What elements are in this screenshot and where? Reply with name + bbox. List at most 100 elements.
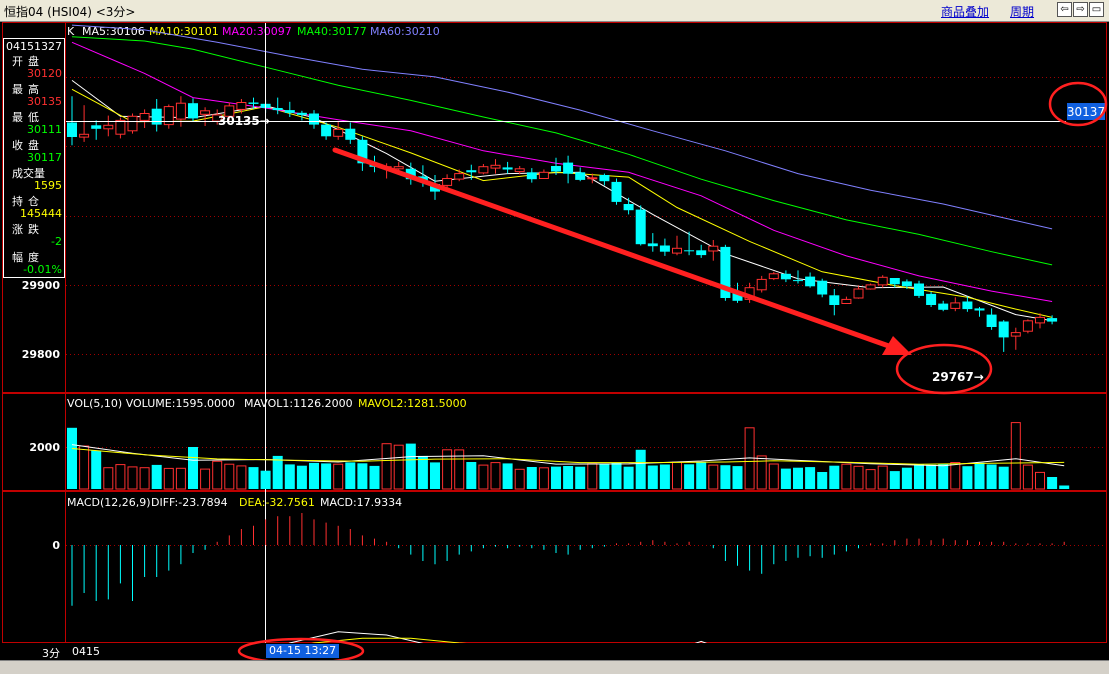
volume-bar <box>333 463 344 490</box>
candle-body-down <box>91 125 102 129</box>
candle <box>853 286 864 299</box>
candle <box>188 98 198 122</box>
volume-line-mavol1 <box>71 444 1065 467</box>
low-marker-label: 29767→ <box>932 370 984 384</box>
ma-line-ma20 <box>71 41 1053 302</box>
close-value: 30117 <box>27 151 62 164</box>
candle-body-up <box>950 302 961 309</box>
candle <box>720 244 731 301</box>
volume-bar <box>200 468 211 490</box>
volume-bar <box>659 464 670 489</box>
candle <box>926 291 937 307</box>
candle-body-down <box>188 103 198 119</box>
volume-bar <box>345 462 356 489</box>
candle-body-down <box>659 245 670 252</box>
price-tag-ellipse <box>1048 81 1108 127</box>
candle-body-up <box>333 128 344 137</box>
candle <box>938 300 949 312</box>
candle <box>127 113 138 134</box>
candle-body-down <box>599 175 610 182</box>
candle <box>672 235 682 256</box>
volume-bar <box>889 471 900 489</box>
candle <box>514 166 525 175</box>
candle <box>200 107 211 126</box>
candle-body-down <box>502 167 513 170</box>
volume-bar <box>877 465 888 490</box>
volume-bar <box>817 472 828 489</box>
right-arrow-button[interactable]: ⇨ <box>1073 2 1088 17</box>
candle-body-up <box>115 119 126 135</box>
candle <box>115 117 126 139</box>
volume-bar <box>865 469 876 490</box>
candle-body-down <box>780 273 791 280</box>
volume-bar <box>393 444 404 490</box>
volume-bar <box>1022 464 1033 490</box>
candle-body-down <box>986 314 997 327</box>
volume-bar <box>575 466 586 489</box>
volume-bar <box>248 467 259 489</box>
legend-vol: VOL(5,10) VOLUME:1595.0000 <box>67 397 235 410</box>
chart-canvas[interactable]: 29900 29800 2000 0 K MA5:30106 MA10:3010… <box>0 21 1109 660</box>
candle-body-down <box>926 293 937 305</box>
high-value: 30135 <box>27 95 62 108</box>
volume-bar <box>732 466 743 489</box>
legend-k: K <box>67 25 75 38</box>
candle-body-up <box>454 173 465 180</box>
volume-bar <box>163 467 174 490</box>
candle-body-down <box>405 168 416 180</box>
candle <box>780 270 791 283</box>
period-link[interactable]: 周期 <box>1010 5 1035 19</box>
volume-bar <box>563 466 574 489</box>
volume-bar <box>635 449 646 489</box>
title-bar: 恒指04 (HSI04) <3分> 商品叠加 周期 ⇦ ⇨ ▭ <box>0 0 1109 22</box>
candle-body-up <box>224 105 235 117</box>
ytick-vol-2000: 2000 <box>29 441 60 454</box>
volume-bar <box>720 465 731 489</box>
candle <box>526 168 537 183</box>
volume-bar <box>381 443 392 490</box>
product-overlay-link[interactable]: 商品叠加 <box>941 5 990 19</box>
volume-value: 1595 <box>34 179 62 192</box>
candle-body-up <box>1035 316 1045 324</box>
restore-button[interactable]: ▭ <box>1089 2 1104 17</box>
volume-bar <box>901 467 912 489</box>
candle-body-up <box>756 278 767 291</box>
volume-bar <box>672 461 682 490</box>
candle <box>321 122 332 140</box>
oi-value: 145444 <box>20 207 62 220</box>
candle-body-up <box>708 245 719 252</box>
candle-body-down <box>829 295 840 305</box>
volume-bar <box>1059 485 1070 489</box>
volume-bar <box>430 462 440 489</box>
candle-body-up <box>672 247 682 254</box>
candle <box>103 115 114 137</box>
candle <box>345 122 356 144</box>
candle <box>950 297 961 312</box>
candle <box>587 173 598 184</box>
legend-ma20: MA20:30097 <box>222 25 292 38</box>
volume-bar <box>103 467 114 490</box>
horizontal-scrollbar[interactable] <box>0 660 1109 674</box>
candle-body-down <box>684 250 695 252</box>
low-label: 最低 <box>12 111 44 124</box>
candle-body-down <box>345 128 356 140</box>
left-arrow-button[interactable]: ⇦ <box>1057 2 1072 17</box>
volume-bar <box>587 463 598 490</box>
candle-body-up <box>1010 332 1021 337</box>
candle <box>768 271 779 281</box>
candle <box>79 105 90 142</box>
volume-line-mavol2 <box>71 448 1065 465</box>
candle <box>551 157 561 175</box>
candle-body-down <box>696 250 707 256</box>
candle-body-down <box>732 292 743 301</box>
time-axis-start: 0415 <box>72 645 100 658</box>
candle-body-down <box>914 283 924 296</box>
volume-bar <box>454 449 465 490</box>
volume-bar <box>551 466 561 489</box>
candle-body-down <box>284 110 295 113</box>
price-panel-frame <box>2 22 1107 393</box>
legend-ma40: MA40:30177 <box>297 25 367 38</box>
open-value: 30120 <box>27 67 62 80</box>
volume-bar <box>853 465 864 490</box>
pct-label: 幅度 <box>12 251 44 264</box>
